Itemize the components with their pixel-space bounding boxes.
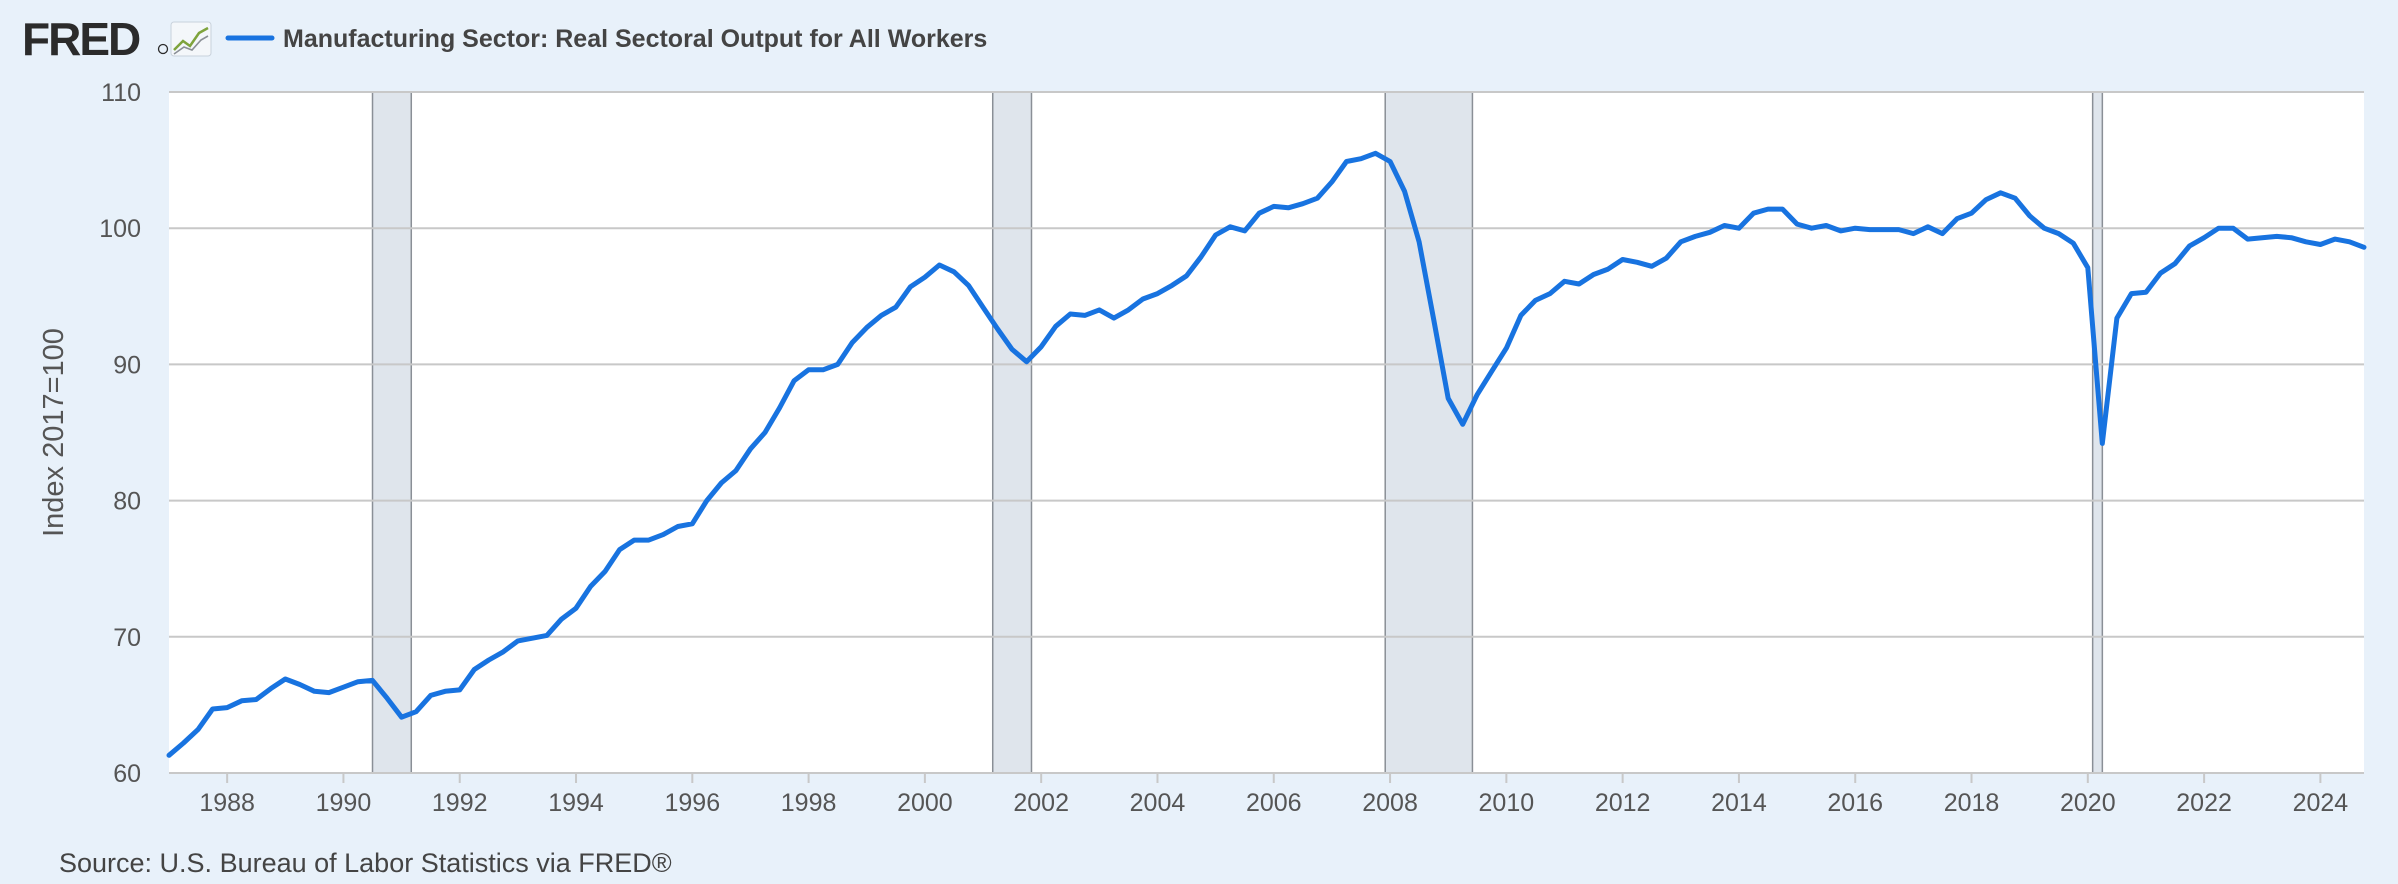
x-axis-ticks: 1988 1990 1992 1994 1996 1998 2000 2002 2004 2006… — [199, 773, 2348, 817]
line-chart-icon — [170, 21, 212, 57]
x-tick-label: 1988 — [199, 789, 255, 817]
x-tick-label: 1994 — [548, 789, 604, 817]
x-tick-label: 1996 — [664, 789, 720, 817]
x-tick-label: 2006 — [1246, 789, 1302, 817]
x-tick-label: 2018 — [1944, 789, 2000, 817]
x-tick-label: 2008 — [1362, 789, 1418, 817]
fred-logo[interactable]: FRED — [22, 13, 142, 65]
x-tick-label: 1992 — [432, 789, 488, 817]
x-tick-label: 2004 — [1130, 789, 1186, 817]
x-tick-label: 2012 — [1595, 789, 1651, 817]
recession-band — [1384, 92, 1474, 773]
x-tick-label: 2024 — [2293, 789, 2349, 817]
source-note: Source: U.S. Bureau of Labor Statistics … — [59, 848, 672, 878]
x-tick-label: 2002 — [1013, 789, 1069, 817]
y-axis-ticks: 60 70 80 90 100 110 — [99, 79, 141, 788]
y-tick-label: 90 — [113, 351, 141, 379]
y-tick-label: 80 — [113, 488, 141, 516]
x-tick-label: 2020 — [2060, 789, 2116, 817]
legend-label[interactable]: Manufacturing Sector: Real Sectoral Outp… — [283, 25, 987, 53]
recession-band-fill — [372, 92, 412, 773]
header: FRED Manufacturing Sector: Real Sectoral… — [22, 13, 987, 65]
y-tick-label: 70 — [113, 624, 141, 652]
recession-band-fill — [1385, 92, 1473, 773]
y-tick-label: 100 — [99, 215, 141, 243]
x-tick-label: 1998 — [781, 789, 837, 817]
x-tick-label: 2014 — [1711, 789, 1767, 817]
y-axis-title: Index 2017=100 — [38, 328, 70, 537]
series-line[interactable] — [166, 150, 2367, 758]
plot-area — [169, 92, 2364, 773]
x-tick-label: 2016 — [1827, 789, 1883, 817]
recession-band — [371, 92, 413, 773]
recession-band — [991, 92, 1033, 773]
recession-band-fill — [2092, 92, 2103, 773]
y-tick-label: 60 — [113, 760, 141, 788]
x-tick-label: 2000 — [897, 789, 953, 817]
recession-band-fill — [992, 92, 1032, 773]
y-gridlines — [169, 91, 2364, 774]
x-tick-label: 2010 — [1479, 789, 1535, 817]
registered-mark-icon — [157, 43, 169, 55]
x-tick-label: 2022 — [2176, 789, 2232, 817]
x-tick-label: 1990 — [316, 789, 372, 817]
recession-shading — [371, 92, 2104, 773]
y-tick-label: 110 — [101, 79, 141, 107]
